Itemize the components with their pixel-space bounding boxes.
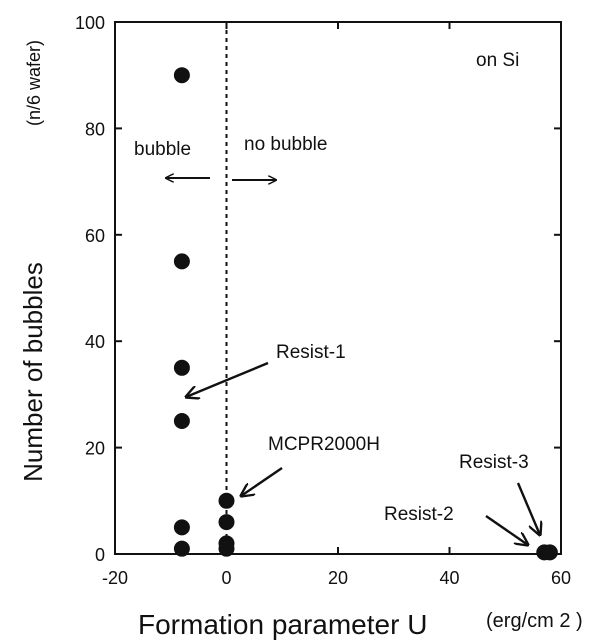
- plot-frame: [114, 21, 562, 555]
- resist1-label: Resist-1: [276, 342, 346, 363]
- y-tick-label: 20: [85, 439, 105, 459]
- y-axis-unit: (n/6 wafer): [24, 40, 44, 126]
- data-point-resist-1: [173, 67, 190, 84]
- data-points: [173, 67, 558, 561]
- x-tick-label: 20: [328, 568, 348, 588]
- bubble-label: bubble: [134, 139, 191, 160]
- x-tick-label: 0: [221, 568, 231, 588]
- y-tick-label: 80: [85, 119, 105, 139]
- data-point-resist-1: [173, 359, 190, 376]
- data-point-mcpr2000h: [218, 540, 235, 557]
- data-point-resist-1: [173, 413, 190, 429]
- substrate-label: on Si: [476, 50, 519, 71]
- mcpr-arrow: [241, 467, 283, 496]
- data-point-resist-1: [173, 519, 190, 536]
- data-point-mcpr2000h: [218, 514, 235, 531]
- y-axis-title: Number of bubbles: [18, 262, 48, 482]
- y-tick-label: 100: [75, 13, 105, 33]
- x-tick-label: 40: [439, 568, 459, 588]
- resist2-arrow: [485, 515, 528, 545]
- y-tick-label: 40: [85, 332, 105, 352]
- y-tick-label: 0: [95, 545, 105, 565]
- x-tick-label: 60: [551, 568, 571, 588]
- x-axis-unit: (erg/cm 2 ): [486, 610, 583, 632]
- x-axis-title: Formation parameter U: [138, 609, 427, 640]
- y-axis-ticks: 0 20 40 60 80 100: [75, 13, 561, 565]
- data-point-resist-3: [541, 544, 558, 561]
- data-point-resist-1: [173, 253, 190, 270]
- x-axis-ticks: -20 0 20 40 60: [102, 22, 571, 588]
- resist2-label: Resist-2: [384, 504, 454, 525]
- resist3-label: Resist-3: [459, 452, 529, 473]
- data-point-mcpr2000h: [218, 492, 235, 509]
- data-point-resist-1: [173, 540, 190, 557]
- no-bubble-label: no bubble: [244, 134, 327, 155]
- resist3-arrow: [516, 482, 540, 535]
- resist1-arrow: [186, 361, 269, 397]
- mcpr-label: MCPR2000H: [268, 434, 380, 455]
- x-tick-label: -20: [102, 568, 128, 588]
- y-tick-label: 60: [85, 226, 105, 246]
